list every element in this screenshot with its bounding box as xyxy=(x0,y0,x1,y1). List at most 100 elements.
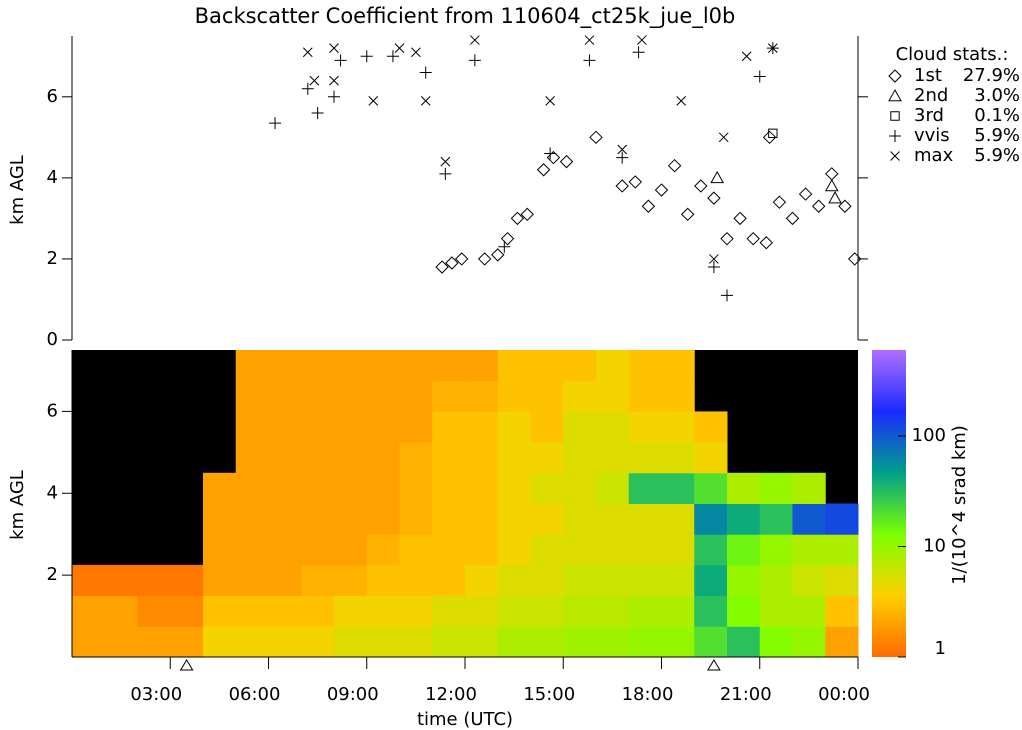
heatmap-cell xyxy=(432,626,466,658)
heatmap-cell xyxy=(563,534,597,566)
heatmap-cell xyxy=(530,564,564,597)
colorbar-tick-label: 1 xyxy=(935,638,946,659)
heatmap-cell xyxy=(596,503,630,535)
heatmap-cell xyxy=(399,350,433,382)
heatmap-cell xyxy=(301,442,335,474)
scatter-point xyxy=(360,50,373,63)
heatmap-cell xyxy=(563,472,597,504)
heatmap-cell xyxy=(661,380,695,412)
heatmap-cell xyxy=(727,626,761,658)
scatter-point xyxy=(420,95,431,106)
scatter-point xyxy=(589,130,603,145)
heatmap-cell xyxy=(628,564,662,597)
heatmap-cell xyxy=(399,472,433,504)
heatmap-cell xyxy=(465,350,499,382)
heatmap-cell xyxy=(497,503,531,535)
legend-marker xyxy=(889,130,901,142)
scatter-point xyxy=(710,170,725,184)
heatmap-cell xyxy=(301,380,335,412)
y-axis-label: km AGL xyxy=(7,155,28,225)
heatmap-cell xyxy=(792,564,826,597)
heatmap-cell xyxy=(235,503,269,535)
heatmap-cell xyxy=(268,380,302,412)
scatter-point xyxy=(584,35,595,45)
heatmap-cell xyxy=(268,411,302,443)
colorbar-tick-label: 100 xyxy=(912,425,946,446)
heatmap-cell xyxy=(530,595,564,627)
scatter-point xyxy=(768,128,778,138)
heatmap-cell xyxy=(465,411,499,443)
scatter-point xyxy=(301,82,314,95)
x-tick-label: 06:00 xyxy=(229,684,281,705)
heatmap-cell xyxy=(170,595,204,627)
heatmap-cell xyxy=(203,534,237,566)
heatmap-cell xyxy=(301,534,335,566)
heatmap-cell xyxy=(759,472,793,504)
heatmap-cell xyxy=(203,564,237,597)
scatter-point xyxy=(500,231,515,246)
scatter-point xyxy=(394,43,405,54)
scatter-point xyxy=(468,54,481,67)
heatmap-cell xyxy=(268,595,302,627)
heatmap-cell xyxy=(497,534,531,566)
y-tick-label: 6 xyxy=(47,86,58,107)
heatmap-cell xyxy=(497,595,531,627)
heatmap-cell xyxy=(268,626,302,658)
scatter-point xyxy=(767,43,778,54)
heatmap-cell xyxy=(694,472,728,504)
scatter-point xyxy=(440,156,451,167)
heatmap-cell xyxy=(432,595,466,627)
heatmap-cell xyxy=(596,472,630,504)
legend-label: 2nd xyxy=(914,85,948,106)
scatter-point xyxy=(311,107,324,120)
heatmap-cell xyxy=(825,595,859,627)
scatter-point xyxy=(411,47,421,58)
heatmap-cell xyxy=(235,442,269,474)
legend-value: 0.1% xyxy=(974,105,1020,126)
heatmap-cell xyxy=(366,564,400,597)
heatmap-cell xyxy=(334,626,368,658)
scatter-point xyxy=(694,179,708,193)
heatmap-cell xyxy=(596,564,630,597)
colorbar-label: 1/(10^4 srad km) xyxy=(949,425,970,585)
legend-value: 3.0% xyxy=(974,85,1020,106)
heatmap-cell xyxy=(497,472,531,504)
legend-marker xyxy=(888,69,902,83)
heatmap-cell xyxy=(628,503,662,535)
x-tick-label: 09:00 xyxy=(327,684,379,705)
scatter-point xyxy=(583,54,596,67)
heatmap-cell xyxy=(334,564,368,597)
heatmap-cell xyxy=(235,380,269,412)
scatter-point xyxy=(469,35,480,45)
heatmap-cell xyxy=(792,503,826,535)
scatter-point xyxy=(753,70,766,83)
heatmap-cell xyxy=(366,442,400,474)
scatter-point xyxy=(386,50,399,63)
heatmap-cell xyxy=(628,595,662,627)
heatmap-cell xyxy=(301,626,335,658)
heatmap-cell xyxy=(301,595,335,627)
heatmap-cell xyxy=(399,411,433,443)
heatmap-cell xyxy=(661,411,695,443)
heatmap-cell xyxy=(170,564,204,597)
heatmap-cell xyxy=(727,472,761,504)
heatmap-cell xyxy=(137,626,171,658)
legend-label: max xyxy=(914,145,954,166)
scatter-point xyxy=(676,95,687,106)
heatmap-cell xyxy=(694,564,728,597)
scatter-point xyxy=(759,236,774,250)
heatmap-cell xyxy=(628,380,662,412)
heatmap-cell xyxy=(268,564,302,597)
scatter-point xyxy=(741,51,752,62)
y-tick-label: 4 xyxy=(47,482,58,503)
heatmap-cell xyxy=(268,472,302,504)
scatter-point xyxy=(641,199,656,213)
heatmap-cell xyxy=(203,472,237,504)
scatter-point xyxy=(368,95,379,106)
scatter-point xyxy=(477,252,492,266)
heatmap-cell xyxy=(825,503,859,535)
scatter-point xyxy=(707,191,721,205)
heatmap-cell xyxy=(596,626,630,658)
heatmap-cell xyxy=(465,534,499,566)
legend-label: vvis xyxy=(914,125,950,146)
